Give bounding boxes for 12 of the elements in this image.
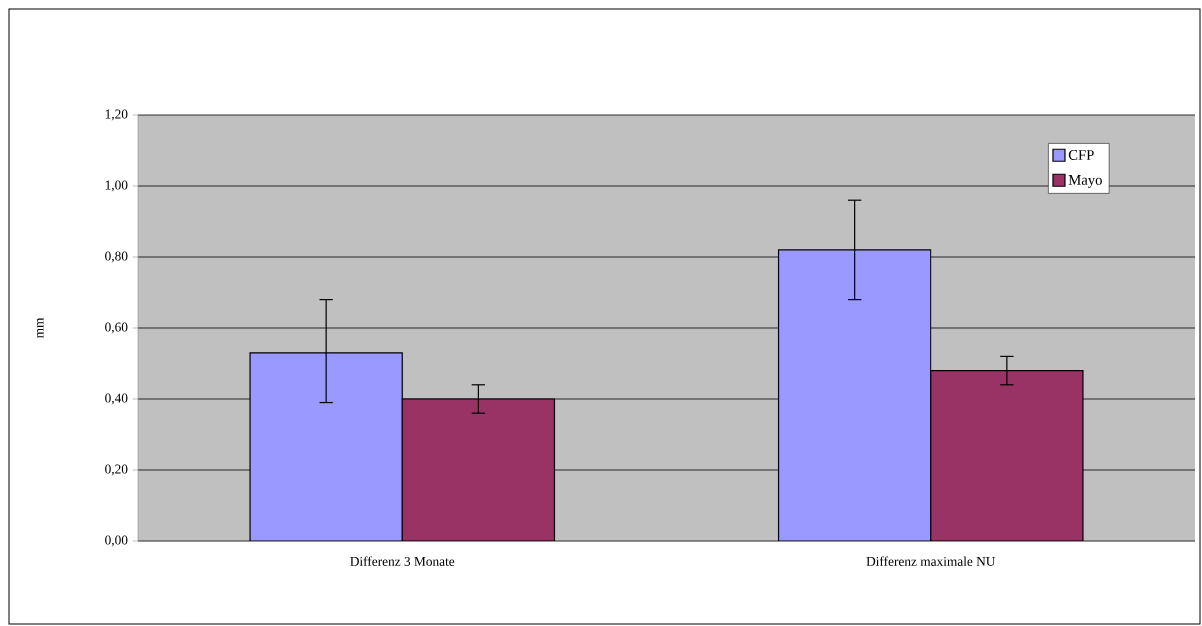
y-tick-label: 0,00	[105, 535, 128, 547]
y-tick-label: 1,00	[105, 180, 128, 192]
x-tick-label: Differenz 3 Monate	[350, 556, 455, 566]
y-tick-label: 0,80	[105, 251, 128, 263]
y-axis-title: mm	[37, 317, 44, 339]
y-tick-label: 1,20	[105, 109, 128, 121]
y-tick-label: 0,40	[105, 393, 128, 405]
y-tick-label: 0,20	[105, 464, 128, 476]
legend-label: CFP	[1068, 150, 1094, 160]
x-tick-label: Differenz maximale NU	[866, 556, 996, 566]
legend-label: Mayo	[1068, 175, 1102, 188]
y-tick-label: 0,60	[105, 322, 128, 334]
